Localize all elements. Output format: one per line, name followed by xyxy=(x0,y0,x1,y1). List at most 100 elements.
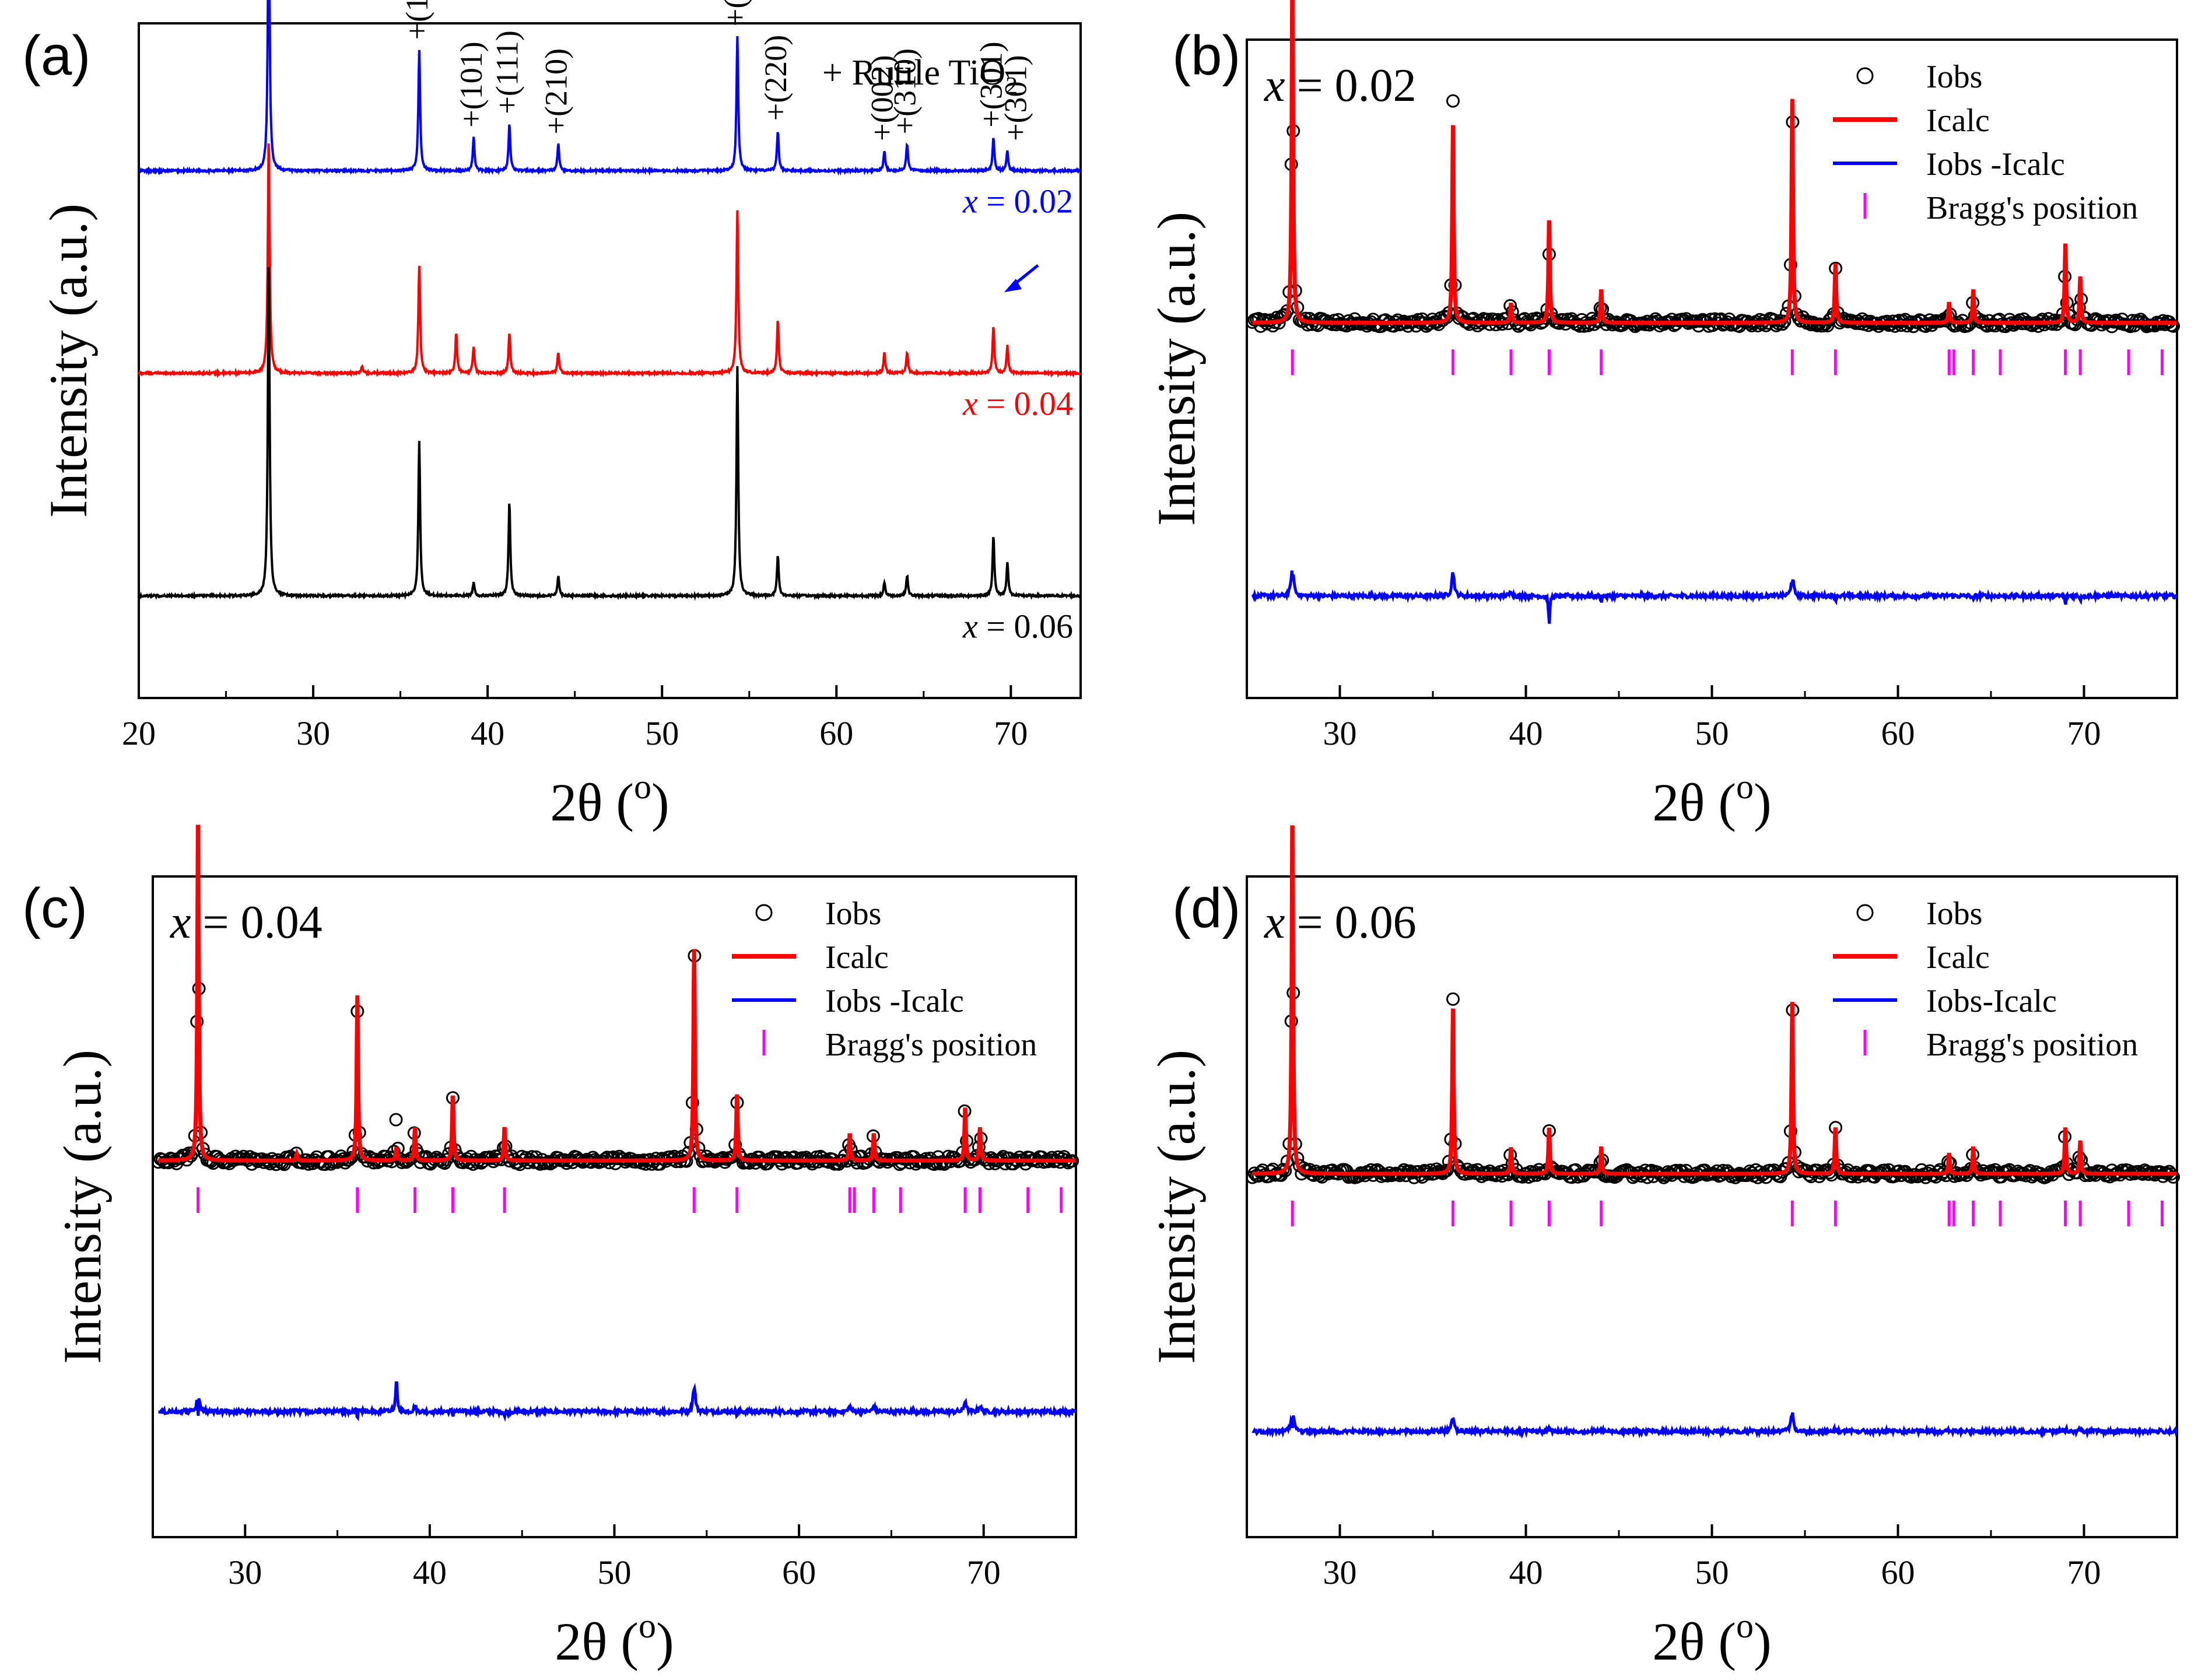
series-label: x = 0.06 xyxy=(962,607,1073,645)
x-axis-label-sup: o xyxy=(634,767,651,806)
difference-line xyxy=(158,1381,1077,1422)
x-tick-label: 70 xyxy=(2067,714,2101,752)
icalc-line xyxy=(158,825,1076,1163)
iobs-point xyxy=(937,1157,951,1171)
series-label-eq: = 0.02 xyxy=(978,183,1073,220)
iobs-point xyxy=(1446,992,1460,1006)
x-axis-label-open: ( xyxy=(607,1612,639,1671)
x-tick-label: 20 xyxy=(122,714,156,752)
legend-iobs-marker xyxy=(1856,67,1874,85)
iobs-point xyxy=(933,1157,947,1171)
iobs-point xyxy=(389,1113,403,1127)
legend-entry: Bragg's position xyxy=(1926,1027,2138,1063)
panel-label: (a) xyxy=(22,24,90,87)
legend: Iobs Icalc Iobs -Icalc Bragg's position xyxy=(1833,59,2138,226)
x-tick-label: 60 xyxy=(782,1553,816,1591)
plot-frame xyxy=(138,22,1082,699)
x-axis-label-open: ( xyxy=(1705,1612,1736,1671)
y-axis-label: Intensity (a.u.) xyxy=(38,204,98,518)
peak-label: +(111) xyxy=(490,30,525,114)
panel-d: (d) 30 40 50 60 70 2θ (o) Intensity (a.u.) x = 0… xyxy=(1147,825,2181,1671)
peak-label: +(211) xyxy=(717,0,752,26)
series-line xyxy=(138,143,1081,378)
x-tick-label: 70 xyxy=(994,714,1028,752)
x-axis-label-close: ) xyxy=(651,773,669,832)
difference-line xyxy=(1251,570,2178,624)
x-tick-label: 50 xyxy=(1695,714,1729,752)
legend: Iobs Icalc Iobs -Icalc Bragg's position xyxy=(732,896,1037,1063)
iobs-point xyxy=(805,1157,819,1171)
iobs-point xyxy=(2115,1163,2129,1177)
legend-entry: Iobs -Icalc xyxy=(825,983,964,1019)
iobs-point xyxy=(850,1156,864,1170)
x-axis-label-main: 2θ xyxy=(555,1612,607,1671)
iobs-point xyxy=(795,1151,809,1165)
legend-main: + Rutile TiO xyxy=(822,53,1005,93)
x-tick-label: 60 xyxy=(1881,1553,1915,1591)
x-axis-label-sup: o xyxy=(1736,1607,1754,1645)
x-tick-label: 30 xyxy=(1323,1553,1357,1591)
x-tick-label: 40 xyxy=(413,1553,447,1591)
composition-eq: = 0.02 xyxy=(1285,60,1417,111)
icalc-line xyxy=(1252,825,2177,1176)
y-axis-label: Intensity (a.u.) xyxy=(52,1050,112,1364)
x-tick-label: 40 xyxy=(471,714,504,752)
iobs-point xyxy=(560,1156,573,1170)
iobs-point xyxy=(1446,94,1460,108)
legend-sub: 2 xyxy=(1005,73,1018,100)
x-tick-label: 60 xyxy=(1881,714,1915,752)
legend-iobs-marker xyxy=(755,904,773,921)
y-axis-label: Intensity (a.u.) xyxy=(1147,1050,1206,1364)
iobs-point xyxy=(324,1157,338,1171)
composition-eq: = 0.04 xyxy=(191,897,322,948)
x-axis-label-main: 2θ xyxy=(550,773,602,832)
peak-label: +(210) xyxy=(538,48,573,134)
iobs-point xyxy=(1810,318,1824,332)
series-label-eq: = 0.04 xyxy=(978,385,1073,423)
plot-frame xyxy=(152,875,1077,1538)
peak-label: +(220) xyxy=(758,35,793,121)
series-line xyxy=(138,0,1081,176)
x-axis-label: 2θ (o) xyxy=(1652,767,1771,832)
legend-entry: Iobs xyxy=(825,896,881,932)
iobs-point xyxy=(1743,1165,1757,1178)
y-axis-label: Intensity (a.u.) xyxy=(1147,212,1206,526)
x-axis-label-main: 2θ xyxy=(1652,1612,1705,1671)
difference-line xyxy=(1252,1412,2178,1439)
composition-var: x xyxy=(170,897,191,948)
arrow-head xyxy=(1004,279,1022,292)
x-tick-label: 40 xyxy=(1509,1553,1543,1591)
series-label-var: x xyxy=(962,385,978,423)
iobs-point xyxy=(1821,319,1835,332)
x-axis-label-close: ) xyxy=(1754,1612,1772,1671)
legend-entry: Iobs -Icalc xyxy=(1926,146,2065,183)
x-axis-label-open: ( xyxy=(1705,773,1736,832)
x-tick-label: 50 xyxy=(645,714,679,752)
x-axis-label-sup: o xyxy=(639,1607,656,1645)
x-tick-label: 30 xyxy=(228,1553,262,1591)
composition-label: x = 0.02 xyxy=(1264,60,1417,111)
x-axis-label-main: 2θ xyxy=(1652,773,1705,832)
legend-entry: Iobs xyxy=(1926,896,1982,932)
series-label-var: x xyxy=(962,183,978,220)
legend-entry: Bragg's position xyxy=(1926,190,2138,226)
peak-label: +(301) xyxy=(998,55,1033,141)
legend-entry: Iobs-Icalc xyxy=(1926,983,2057,1019)
x-tick-label: 70 xyxy=(967,1553,1001,1591)
panel-label: (c) xyxy=(22,877,87,939)
x-tick-label: 70 xyxy=(2067,1553,2101,1591)
legend-entry: Iobs xyxy=(1926,59,1982,95)
legend-entry: Icalc xyxy=(825,939,889,976)
peak-label: +(101) xyxy=(454,41,489,127)
iobs-point xyxy=(1274,1168,1288,1182)
series-label-var: x xyxy=(962,607,978,645)
x-tick-label: 30 xyxy=(296,714,330,752)
peak-label: +(002) xyxy=(865,55,900,141)
legend-text: + Rutile TiO2 xyxy=(822,53,1018,100)
x-tick-label: 50 xyxy=(1695,1553,1729,1591)
series-label: x = 0.04 xyxy=(962,385,1073,423)
peak-label: +(301) xyxy=(973,41,1008,127)
peak-label: +(101) xyxy=(399,0,434,40)
panel-c: (c) 30 40 50 60 70 2θ (o) Intensity (a.u.) x = 0… xyxy=(22,825,1079,1671)
